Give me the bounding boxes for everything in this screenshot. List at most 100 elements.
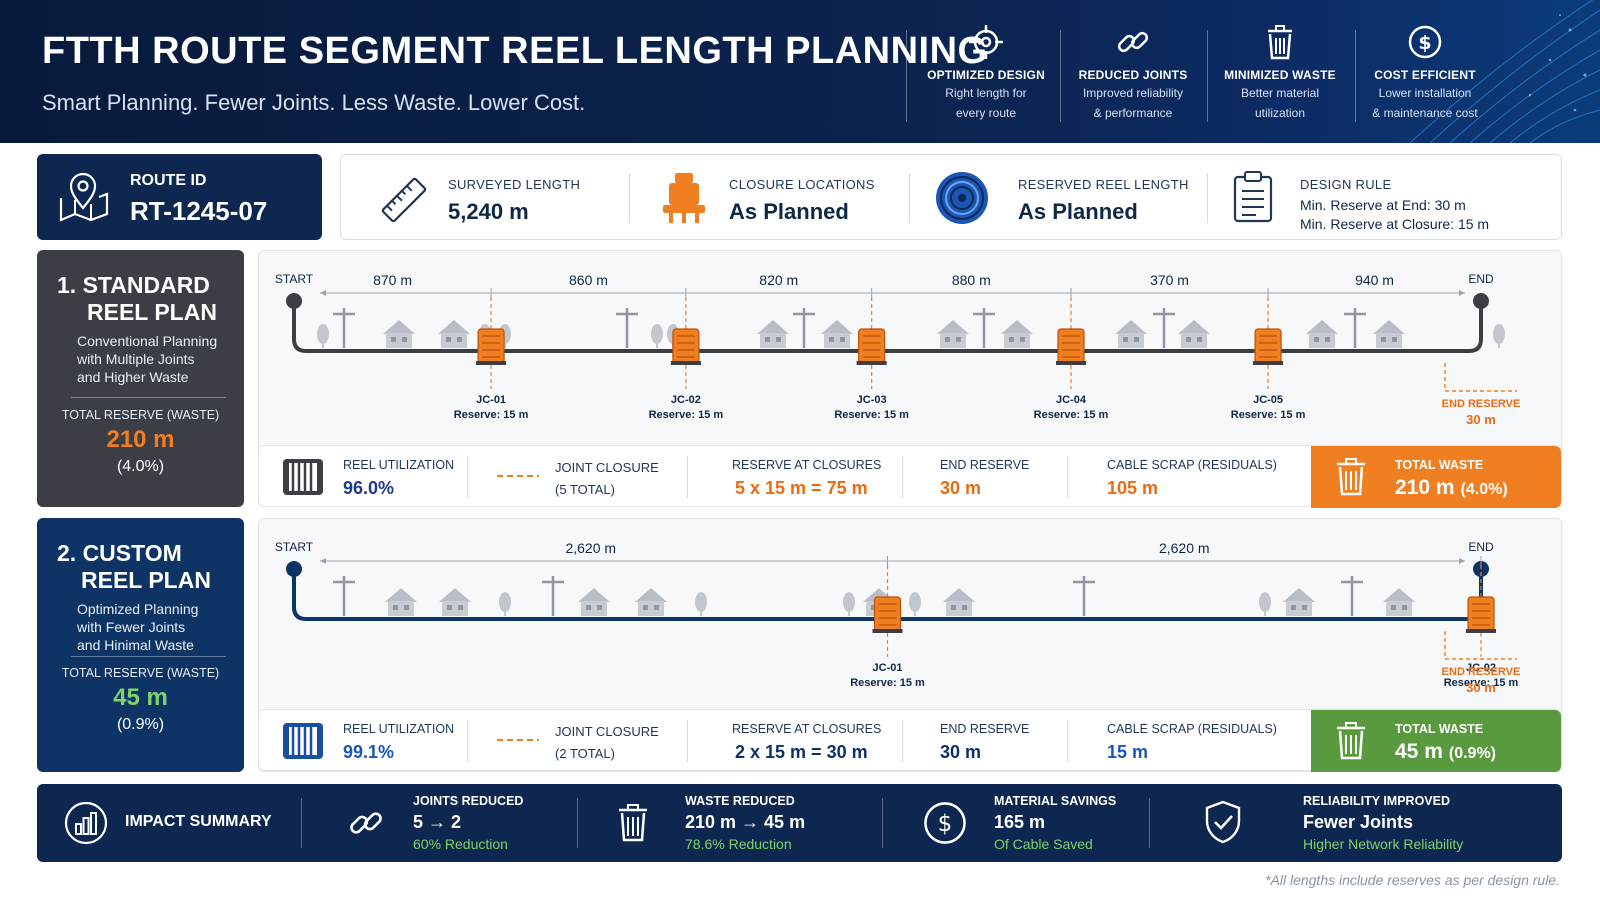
standard-plan-summary: 1. STANDARD REEL PLAN Conventional Planni… [37,250,244,507]
total-reserve-percent: (4.0%) [116,458,165,475]
stat-value: 96.0% [343,478,395,498]
closure-locations-item: CLOSURE LOCATIONS As Planned [631,155,906,241]
tree-icon [843,592,855,616]
joint-closure-icon [856,328,887,365]
segment-length-label: 2,620 m [565,540,616,556]
plan-desc-line: Optimized Planning [77,601,199,617]
segment-length-label: 880 m [952,272,991,288]
custom-plan-summary: 2. CUSTOM REEL PLAN Optimized Planning wit… [37,518,244,772]
footnote: *All lengths include reserves as per des… [1265,872,1560,888]
house-icon [943,588,975,616]
reserve-at-closures-stat: RESERVE AT CLOSURES 2 x 15 m = 30 m [689,710,899,772]
dollar-icon: $ [924,802,966,844]
route-info-card: SURVEYED LENGTH 5,240 m CLOSURE LOCATION… [340,154,1562,240]
closure-locations-value: As Planned [729,199,849,224]
header-divider [1060,30,1061,122]
joint-closure-stat: JOINT CLOSURE (2 TOTAL) [469,710,684,772]
trash-icon [619,804,647,842]
total-waste-label: TOTAL WASTE [1395,458,1484,472]
segment-length-label: 940 m [1355,272,1394,288]
svg-text:$: $ [1418,32,1431,54]
impact-label: RELIABILITY IMPROVED [1303,794,1451,808]
info-divider [909,173,910,223]
total-reserve-value: 45 m [113,684,168,711]
segment-length-label: 2,620 m [1159,540,1210,556]
utility-pole-icon [973,308,995,348]
feature-desc-line: & maintenance cost [1372,106,1478,120]
impact-value: Fewer Joints [1303,812,1414,832]
header-divider [906,30,907,122]
impact-value: 210 m → 45 m [685,812,806,832]
impact-joints-reduced: JOINTS REDUCED 5 → 2 60% Reduction [303,784,573,862]
design-rule-end-reserve: Min. Reserve at End: 30 m [1300,197,1466,213]
start-label: START [275,540,314,554]
reel-utilization-stat: REEL UTILIZATION 96.0% [259,446,464,508]
feature-reduced-joints: REDUCED JOINTS Improved reliability & pe… [1060,22,1206,122]
target-icon [969,25,1003,59]
stat-divider [1067,720,1068,762]
plan-desc-line: with Multiple Joints [77,351,195,367]
end-label: END [1468,540,1494,554]
impact-value: 165 m [994,812,1046,832]
impact-label: JOINTS REDUCED [413,794,524,808]
house-icon [438,320,470,348]
info-divider [629,173,630,223]
stat-divider [467,456,468,498]
joint-reserve: Reserve: 15 m [1231,409,1306,421]
total-waste-box: TOTAL WASTE 45 m (0.9%) [1311,710,1561,772]
plan-desc-line: with Fewer Joints [77,619,186,635]
reserved-reel-label: RESERVED REEL LENGTH [1018,177,1189,192]
house-icon [1373,320,1405,348]
joint-closure-stat: JOINT CLOSURE (5 TOTAL) [469,446,684,508]
dash-legend-icon [497,739,539,741]
end-reserve-stat: END RESERVE 30 m [904,710,1064,772]
reserved-reel-value: As Planned [1018,199,1138,224]
impact-divider [301,798,302,848]
stat-label: JOINT CLOSURE [555,724,659,739]
total-waste-box: TOTAL WASTE 210 m (4.0%) [1311,446,1561,508]
house-icon [385,588,417,616]
utility-pole-icon [1073,576,1095,616]
header-banner: FTTH ROUTE SEGMENT REEL LENGTH PLANNING … [0,0,1600,143]
header-divider [1355,30,1356,122]
tree-icon [499,592,511,616]
standard-plan-stats: REEL UTILIZATION 96.0% JOINT CLOSURE (5 … [258,445,1562,508]
tree-icon [1259,592,1271,616]
joint-closure-icon [872,596,903,633]
link-icon [1117,31,1149,53]
joint-name: JC-05 [1253,394,1283,406]
house-icon [1283,588,1315,616]
route-id-label: ROUTE ID [130,172,207,189]
joint-reserve: Reserve: 15 m [1034,409,1109,421]
feature-minimized-waste: MINIMIZED WASTE Better material utilizat… [1207,22,1353,122]
plan-description: Optimized Planning with Fewer Joints and H… [77,600,198,654]
stat-value: 2 x 15 m = 30 m [735,742,868,762]
joint-reserve: Reserve: 15 m [850,677,925,689]
house-icon [635,588,667,616]
impact-divider [882,798,883,848]
standard-route-diagram: START END 870 m 860 m 820 m 880 m 370 m 940 m JC… [275,272,1520,427]
joint-closure-icon [1253,328,1284,365]
segment-length-label: 370 m [1150,272,1189,288]
feature-title: COST EFFICIENT [1374,68,1476,82]
dollar-icon: $ [1408,25,1442,59]
utility-pole-icon [793,308,815,348]
utility-pole-icon [333,308,355,348]
reserved-reel-item: RESERVED REEL LENGTH As Planned [911,155,1206,241]
dash-legend-icon [497,475,539,477]
joint-name: JC-01 [873,662,903,674]
end-reserve-marker [1444,363,1517,392]
impact-summary-title: IMPACT SUMMARY [125,813,272,830]
route-id-card: ROUTE ID RT-1245-07 [37,154,322,240]
house-icon [439,588,471,616]
route-start-marker [286,561,302,577]
info-divider [1207,173,1208,223]
page-title: FTTH ROUTE SEGMENT REEL LENGTH PLANNING [42,30,988,72]
feature-cost-efficient: $ COST EFFICIENT Lower installation & ma… [1352,22,1498,122]
route-start-marker [286,293,302,309]
clipboard-icon [1233,171,1273,223]
joint-name: JC-01 [476,394,506,406]
page-subtitle: Smart Planning. Fewer Joints. Less Waste… [42,90,586,115]
stat-value: (5 TOTAL) [555,482,615,497]
total-reserve-label: TOTAL RESERVE (WASTE) [61,666,220,680]
